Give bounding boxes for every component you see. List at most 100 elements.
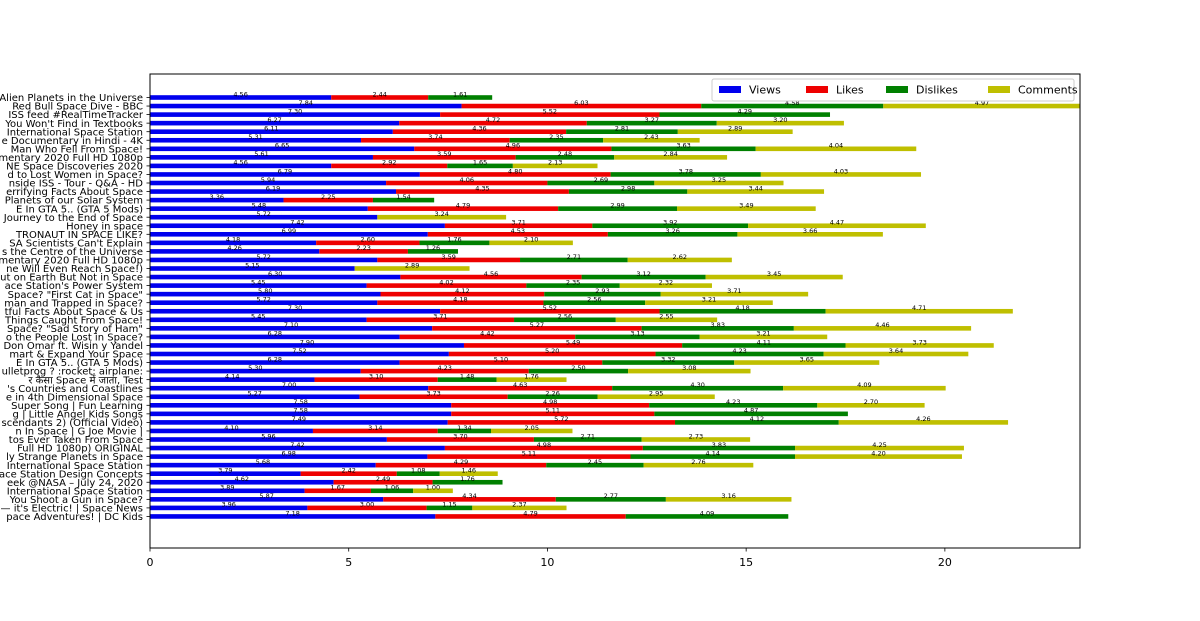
value-label: 3.66 — [803, 227, 817, 235]
bar-views — [150, 497, 384, 502]
bar-comments — [603, 137, 700, 143]
value-label: 2.92 — [382, 159, 396, 167]
value-label: 2.89 — [405, 261, 419, 269]
value-label: 5.49 — [566, 338, 580, 346]
bar-views — [150, 214, 378, 220]
bar-likes — [461, 103, 702, 109]
category-label: Full HD 1080p) ORIGINAL — [17, 444, 143, 455]
value-label: 4.20 — [871, 449, 885, 457]
bar-dislikes — [641, 326, 794, 331]
value-label: 1.67 — [331, 484, 345, 492]
bar-dislikes — [396, 471, 440, 476]
value-label: 5.61 — [254, 150, 268, 158]
value-label: 2.42 — [341, 467, 355, 475]
value-label: 4.14 — [225, 372, 239, 380]
value-label: 3.13 — [630, 330, 644, 338]
bar-views — [150, 146, 415, 152]
bar-likes — [444, 445, 643, 451]
value-label: 7.30 — [288, 304, 302, 312]
category-label: Red Bull Space Dive - BBC — [12, 102, 143, 113]
bar-views — [150, 180, 387, 186]
value-label: 1.08 — [411, 467, 425, 475]
category-label: nside ISS - Tour - Q&A - HD — [9, 179, 144, 190]
x-tick-label: 15 — [739, 556, 753, 569]
value-label: 5.96 — [261, 432, 275, 440]
value-label: 3.73 — [426, 390, 440, 398]
value-label: 2.73 — [689, 432, 703, 440]
value-label: 4.96 — [506, 142, 520, 150]
value-label: 4.53 — [511, 227, 525, 235]
bar-likes — [427, 454, 631, 459]
value-label: 4.18 — [453, 296, 467, 304]
value-label: 3.21 — [756, 330, 770, 338]
bar-comments — [699, 334, 828, 340]
bar-comments — [748, 223, 926, 229]
value-label: 2.69 — [594, 176, 608, 184]
legend-label-likes: Likes — [836, 84, 864, 97]
value-label: 7.90 — [300, 338, 314, 346]
value-label: 4.23 — [732, 347, 746, 355]
bar-comments — [627, 257, 732, 263]
bar-comments — [491, 428, 573, 434]
bar-dislikes — [575, 334, 700, 340]
category-label: e in 4th Dimensional Space — [6, 392, 143, 403]
value-label: 4.63 — [513, 381, 527, 389]
value-label: 2.49 — [376, 475, 390, 483]
bar-likes — [361, 137, 510, 143]
category-label: e Documentary in Hindi - 4K — [2, 136, 144, 147]
value-label: 6.03 — [574, 99, 588, 107]
bar-comments — [687, 189, 825, 194]
bar-comments — [838, 420, 1009, 425]
category-label: man and Trapped in Space? — [4, 298, 143, 309]
value-label: 6.30 — [268, 270, 282, 278]
bar-views — [150, 368, 361, 374]
bar-views — [150, 240, 317, 246]
bar-dislikes — [649, 403, 818, 408]
value-label: 1.48 — [460, 372, 474, 380]
value-label: 1.46 — [462, 467, 476, 475]
value-label: 3.65 — [800, 355, 814, 363]
bar-views — [150, 120, 400, 126]
bar-views — [150, 454, 428, 459]
value-label: 6.19 — [266, 184, 280, 192]
bar-comments — [793, 326, 972, 331]
bar-dislikes — [611, 146, 756, 152]
bar-likes — [307, 505, 427, 511]
bar-comments — [413, 488, 453, 494]
bar-views — [150, 300, 378, 305]
category-label: Don Omar ft. Wisin y Yandel — [3, 341, 143, 352]
bar-views — [150, 95, 332, 100]
category-label: International Space Station — [7, 486, 143, 497]
legend-label-comments: Comments — [1018, 84, 1078, 97]
category-label: Honey in space — [66, 221, 143, 232]
value-label: 5.80 — [258, 287, 272, 295]
value-label: 7.00 — [282, 381, 296, 389]
bar-dislikes — [528, 368, 629, 374]
value-label: 7.84 — [299, 99, 313, 107]
value-label: 7.58 — [293, 407, 307, 415]
value-label: 5.10 — [494, 355, 508, 363]
category-label: Space? "First Cat in Space" — [8, 290, 143, 301]
value-label: 7.49 — [292, 415, 306, 423]
value-label: 4.12 — [455, 287, 469, 295]
bar-likes — [316, 240, 420, 246]
bar-views — [150, 360, 400, 365]
value-label: 2.71 — [581, 432, 595, 440]
category-label: scendants 2) (Official Video) — [2, 418, 144, 429]
value-label: 2.44 — [372, 90, 386, 98]
category-label: tful Facts About Space & Us — [5, 307, 143, 318]
legend: Views Likes Dislikes Comments — [711, 78, 1078, 102]
bar-views — [150, 420, 448, 425]
bar-dislikes — [507, 394, 598, 400]
category-label: Planets of our Solar System — [5, 196, 143, 207]
bar-likes — [333, 479, 433, 485]
bar-views — [150, 155, 373, 160]
category-label: mart & Expand Your Space — [9, 350, 143, 361]
value-label: 3.45 — [767, 270, 781, 278]
bar-views — [150, 189, 397, 194]
value-label: 4.11 — [757, 338, 771, 346]
value-label: 5.45 — [251, 278, 265, 286]
bar-comments — [472, 505, 567, 511]
value-label: 3.64 — [889, 347, 903, 355]
